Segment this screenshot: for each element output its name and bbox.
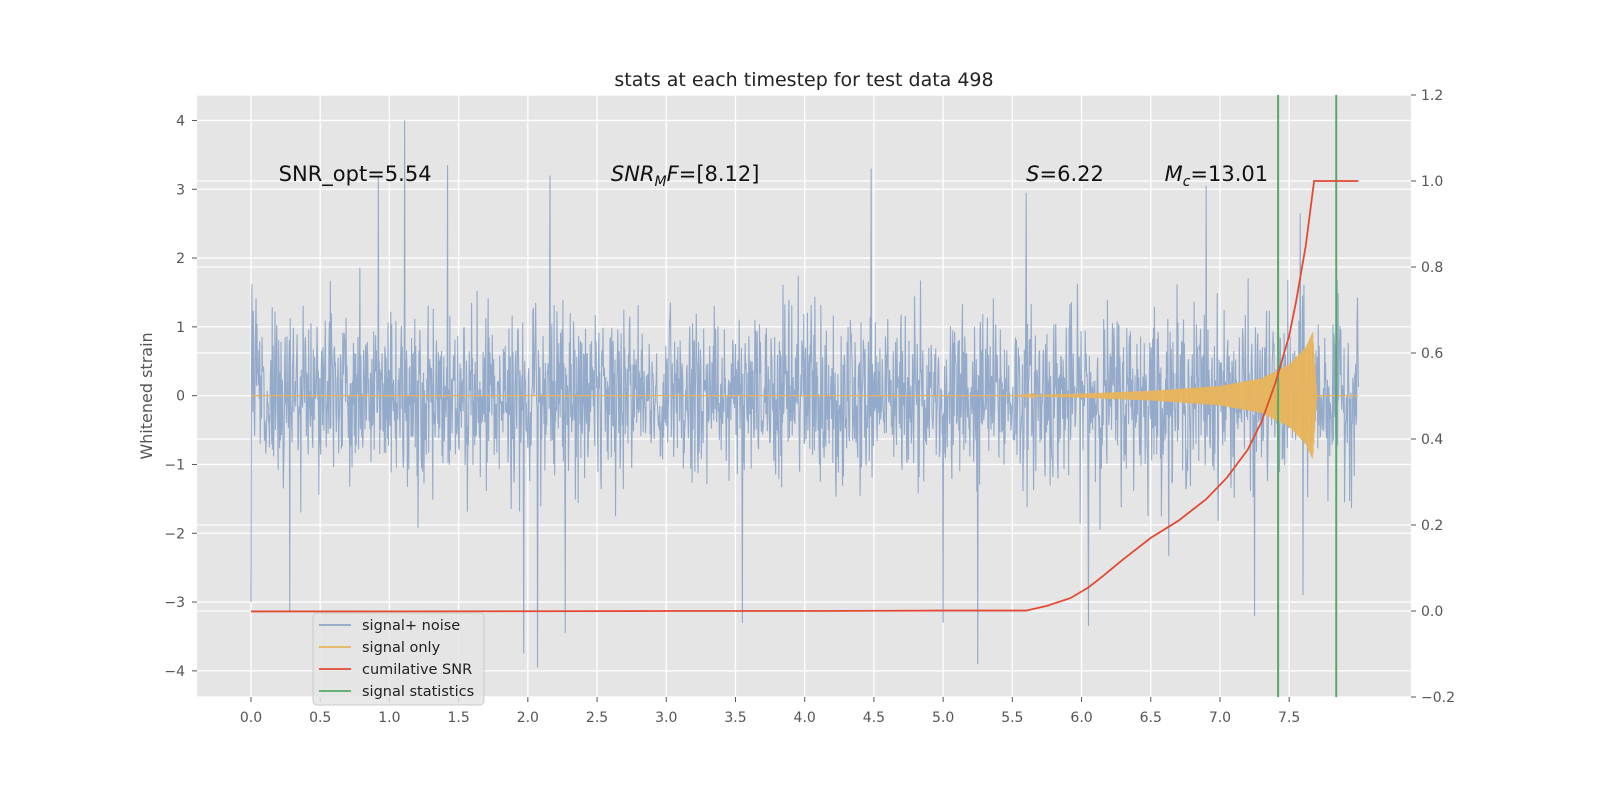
x-tick-label: 3.0	[655, 710, 677, 726]
x-tick-label: 1.0	[378, 710, 400, 726]
y2-tick-label: 0.6	[1421, 346, 1443, 362]
chart-title: stats at each timestep for test data 498	[614, 69, 993, 91]
signal-only-line	[250, 332, 1359, 459]
x-tick-label: 2.0	[517, 710, 539, 726]
y-axis-right: 1.2 1.0 0.8 0.6 0.4 0.2 0.0 −0.2	[1411, 88, 1455, 706]
legend-label: signal+ noise	[362, 618, 460, 634]
signal-noise-line	[250, 120, 1359, 668]
y2-tick-label: 1.2	[1421, 88, 1443, 104]
x-tick-label: 2.5	[586, 710, 608, 726]
series-signal-statistics	[1277, 95, 1338, 697]
y-tick-label: −4	[164, 664, 185, 680]
y2-tick-label: 0.8	[1421, 260, 1443, 276]
y2-tick-label: 0.2	[1421, 518, 1443, 534]
legend: signal+ noise signal only cumilative SNR si…	[312, 612, 485, 706]
y-tick-label: −1	[164, 457, 185, 473]
y2-tick-label: 0.4	[1421, 432, 1443, 448]
x-tick-label: 5.5	[1001, 710, 1023, 726]
x-tick-label: 6.0	[1070, 710, 1092, 726]
x-tick-label: 0.5	[309, 710, 331, 726]
x-tick-label: 1.5	[447, 710, 469, 726]
y-tick-label: −2	[164, 526, 185, 542]
series-signal-noise	[250, 120, 1359, 668]
legend-label: cumilative SNR	[362, 662, 472, 678]
y-tick-label: 0	[176, 389, 185, 405]
x-tick-label: 4.0	[794, 710, 816, 726]
annotation-2: S=6.22	[1026, 162, 1104, 186]
x-tick-label: 6.5	[1140, 710, 1162, 726]
y-tick-label: 4	[176, 113, 185, 129]
x-axis: 0.0 0.5 1.0 1.5 2.0 2.5 3.0 3.5 4.0 4.5 5.0 5.5 6.0 6…	[240, 697, 1300, 726]
x-tick-label: 0.0	[240, 710, 262, 726]
x-tick-label: 5.0	[932, 710, 954, 726]
y-tick-label: 3	[176, 182, 185, 198]
annotation-0: SNR_opt=5.54	[279, 162, 432, 187]
annotation-3: Mc=13.01	[1165, 162, 1269, 190]
y2-tick-label: 0.0	[1421, 604, 1443, 620]
y2-tick-label: −0.2	[1421, 690, 1455, 706]
legend-box	[312, 612, 485, 706]
y-axis-label: Whitened strain	[137, 332, 156, 459]
legend-label: signal only	[362, 640, 441, 656]
y2-tick-label: 1.0	[1421, 174, 1443, 190]
series-signal-only	[250, 332, 1359, 459]
annotations: SNR_opt=5.54 SNRMF=[8.12] S=6.22 Mc=13.01	[279, 162, 1268, 190]
series-cumulative-snr	[250, 180, 1359, 613]
y-axis-left: 4 3 2 1 0 −1 −2 −3 −4	[164, 113, 197, 680]
legend-label: signal statistics	[362, 684, 474, 700]
y-tick-label: 1	[176, 320, 185, 336]
y-tick-label: −3	[164, 595, 185, 611]
x-tick-label: 7.0	[1209, 710, 1231, 726]
x-tick-label: 3.5	[724, 710, 746, 726]
x-tick-label: 4.5	[863, 710, 885, 726]
y-tick-label: 2	[176, 251, 185, 267]
annotation-1: SNRMF=[8.12]	[611, 162, 760, 190]
cumulative-snr-line	[250, 180, 1359, 613]
x-tick-label: 7.5	[1278, 710, 1300, 726]
